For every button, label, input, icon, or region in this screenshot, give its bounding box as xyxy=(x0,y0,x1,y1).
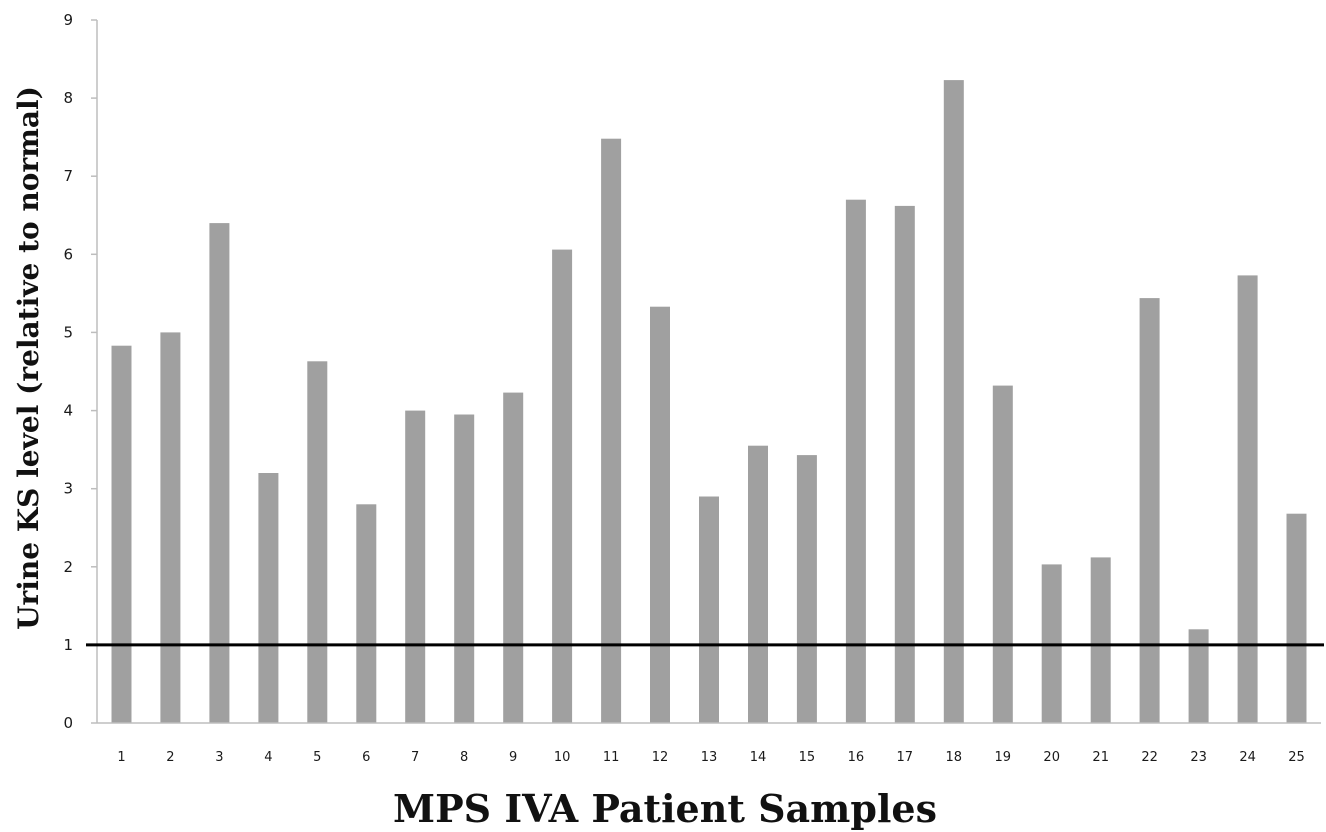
bar-sample-4 xyxy=(258,473,279,723)
bar-sample-6 xyxy=(356,504,377,723)
bar-sample-10 xyxy=(552,249,573,723)
y-tick-label: 6 xyxy=(63,245,73,263)
bar-sample-25 xyxy=(1286,513,1307,723)
x-tick-label: 15 xyxy=(799,750,816,765)
y-tick-label: 0 xyxy=(63,714,73,732)
x-tick-label: 10 xyxy=(554,750,571,765)
x-tick-label: 18 xyxy=(946,750,963,765)
bar-sample-21 xyxy=(1090,557,1111,723)
x-tick-label: 17 xyxy=(897,750,914,765)
bar-sample-15 xyxy=(796,455,817,723)
bar-sample-8 xyxy=(454,414,475,723)
bar-sample-5 xyxy=(307,361,328,723)
x-tick-label: 3 xyxy=(215,750,223,765)
bar-sample-13 xyxy=(699,496,719,723)
y-tick-label: 1 xyxy=(63,636,73,654)
bar-sample-19 xyxy=(992,385,1013,723)
x-tick-label: 22 xyxy=(1141,750,1158,765)
x-tick-label: 24 xyxy=(1239,750,1256,765)
x-tick-label: 9 xyxy=(509,750,517,765)
x-tick-label: 5 xyxy=(313,750,321,765)
x-tick-label: 6 xyxy=(362,750,370,765)
x-tick-label: 19 xyxy=(995,750,1012,765)
x-tick-label: 14 xyxy=(750,750,767,765)
bar-sample-16 xyxy=(845,199,866,723)
x-tick-label: 8 xyxy=(460,750,468,765)
y-tick-label: 8 xyxy=(63,89,73,107)
x-tick-label: 7 xyxy=(411,750,419,765)
y-tick-label: 2 xyxy=(63,558,73,576)
x-tick-label: 1 xyxy=(117,750,125,765)
bar-sample-1 xyxy=(111,345,132,723)
x-tick-label: 11 xyxy=(603,750,620,765)
x-tick-label: 21 xyxy=(1092,750,1109,765)
y-tick-label: 7 xyxy=(63,167,73,185)
bar-sample-2 xyxy=(160,332,181,723)
bar-sample-7 xyxy=(405,410,426,723)
x-axis-title: MPS IVA Patient Samples xyxy=(393,786,937,831)
x-tick-label: 25 xyxy=(1288,750,1305,765)
x-tick-label: 16 xyxy=(848,750,865,765)
bars-group xyxy=(111,80,1307,724)
x-tick-label: 20 xyxy=(1043,750,1060,765)
x-tick-label: 23 xyxy=(1190,750,1207,765)
bar-sample-9 xyxy=(503,392,524,723)
x-tick-label: 13 xyxy=(701,750,718,765)
x-tick-label: 2 xyxy=(166,750,174,765)
x-tick-label: 12 xyxy=(652,750,669,765)
bar-sample-18 xyxy=(943,80,964,724)
bar-sample-12 xyxy=(650,306,670,723)
x-ticks-group: 1 2 3 4 5 6 7 8 9 10 11 12 13 14 15 16 17 18 19 20 21 22 23 24 2… xyxy=(117,750,1304,765)
bar-sample-11 xyxy=(601,138,622,723)
x-tick-label: 4 xyxy=(264,750,272,765)
bar-sample-14 xyxy=(748,445,768,723)
y-axis-title: Urine KS level (relative to normal) xyxy=(12,86,45,630)
y-tick-label: 3 xyxy=(63,480,73,498)
bar-sample-3 xyxy=(209,223,230,723)
bar-sample-17 xyxy=(894,205,915,723)
y-ticks-group: 0 1 2 3 4 5 6 7 8 9 xyxy=(63,11,97,732)
bar-sample-24 xyxy=(1237,275,1258,723)
bar-sample-22 xyxy=(1139,298,1160,723)
y-tick-label: 5 xyxy=(63,323,73,341)
bar-sample-23 xyxy=(1188,629,1209,723)
y-tick-label: 9 xyxy=(63,11,73,29)
y-tick-label: 4 xyxy=(63,402,73,420)
